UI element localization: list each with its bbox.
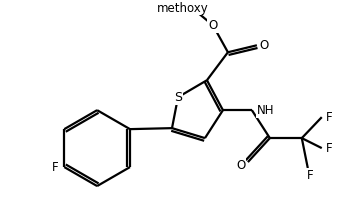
- Text: methoxy: methoxy: [157, 2, 209, 15]
- Text: F: F: [52, 160, 59, 174]
- Text: S: S: [174, 91, 182, 104]
- Text: O: O: [208, 19, 218, 32]
- Text: O: O: [259, 39, 268, 52]
- Text: O: O: [236, 159, 246, 172]
- Text: F: F: [326, 111, 332, 124]
- Text: F: F: [326, 142, 332, 155]
- Text: NH: NH: [257, 104, 274, 117]
- Text: F: F: [306, 169, 313, 181]
